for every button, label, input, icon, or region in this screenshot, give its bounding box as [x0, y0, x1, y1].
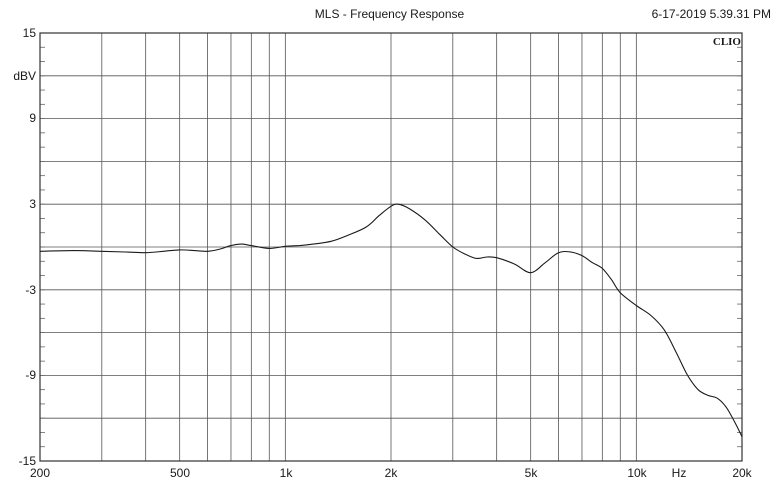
x-tick-label: 200 [29, 466, 51, 480]
x-axis-unit: Hz [671, 466, 687, 480]
x-tick-label: 10k [627, 466, 647, 480]
plot-frame [39, 32, 743, 462]
grid-lines [40, 33, 742, 461]
response-curve [39, 203, 743, 437]
x-tick-label: 2k [384, 466, 398, 480]
x-tick-label: 1k [279, 466, 293, 480]
y-tick-label: 3 [29, 197, 36, 211]
chart-title: MLS - Frequency Response [314, 7, 465, 21]
x-tick-label: 5k [524, 466, 538, 480]
brand-logo: CLIO [712, 36, 741, 48]
x-tick-label: 20k [732, 466, 752, 480]
x-tick-label: 500 [169, 466, 191, 480]
y-minor-ticks [40, 32, 742, 462]
y-tick-label: -3 [25, 283, 36, 297]
y-tick-label: -15 [18, 454, 36, 468]
y-axis-unit: dBV [13, 69, 36, 83]
y-tick-label: -9 [25, 368, 36, 382]
y-tick-label: 9 [29, 111, 36, 125]
timestamp: 6-17-2019 5.39.31 PM [651, 7, 771, 21]
y-tick-label: 15 [22, 26, 36, 40]
